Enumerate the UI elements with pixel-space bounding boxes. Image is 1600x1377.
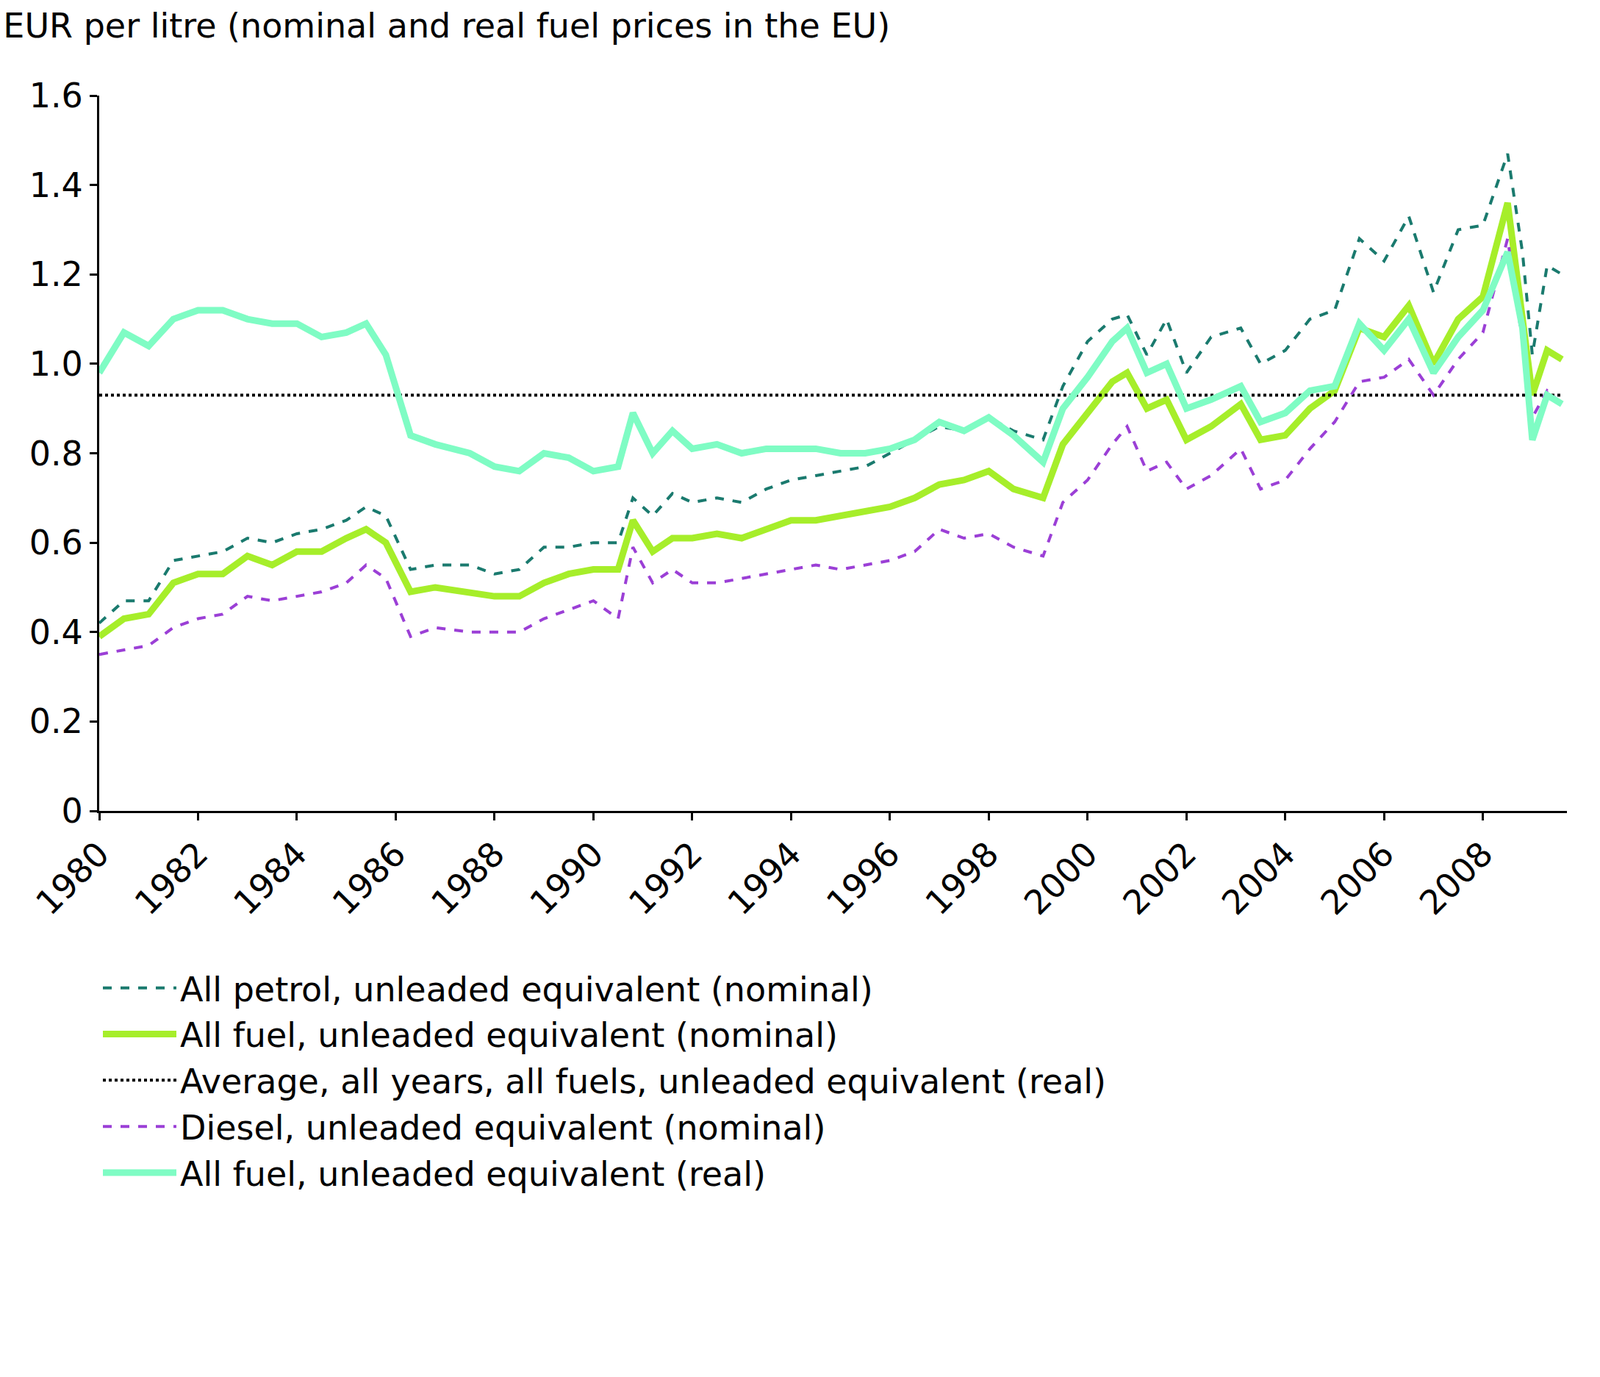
svg-text:0.2: 0.2 (29, 701, 84, 741)
svg-text:1992: 1992 (621, 833, 710, 923)
svg-text:1984: 1984 (225, 833, 315, 923)
svg-text:1.2: 1.2 (29, 254, 84, 294)
svg-text:1982: 1982 (127, 833, 217, 923)
svg-text:2002: 2002 (1114, 833, 1204, 923)
svg-text:All fuel, unleaded equivalent: All fuel, unleaded equivalent (nominal) (180, 1014, 838, 1055)
svg-text:1.4: 1.4 (29, 165, 84, 206)
svg-text:0.6: 0.6 (29, 522, 84, 563)
svg-text:All petrol, unleaded equivalen: All petrol, unleaded equivalent (nominal… (180, 969, 874, 1010)
svg-text:0.8: 0.8 (29, 433, 84, 474)
svg-text:2008: 2008 (1411, 833, 1501, 923)
svg-text:1996: 1996 (818, 833, 908, 923)
svg-text:2000: 2000 (1016, 833, 1106, 923)
svg-text:2004: 2004 (1214, 833, 1304, 923)
svg-text:1988: 1988 (423, 833, 513, 923)
svg-text:EUR per litre (nominal and rea: EUR per litre (nominal and real fuel pri… (2, 5, 891, 46)
svg-text:0: 0 (61, 790, 84, 831)
svg-text:All fuel, unleaded equivalent: All fuel, unleaded equivalent (real) (180, 1153, 766, 1194)
svg-text:1994: 1994 (719, 833, 809, 923)
svg-text:1.0: 1.0 (29, 343, 84, 384)
svg-text:Average, all years, all fuels,: Average, all years, all fuels, unleaded … (180, 1061, 1107, 1101)
svg-text:1980: 1980 (27, 833, 117, 923)
svg-text:1.6: 1.6 (29, 75, 84, 116)
svg-text:1998: 1998 (917, 833, 1007, 923)
svg-text:1990: 1990 (521, 833, 611, 923)
svg-text:1986: 1986 (324, 833, 414, 923)
svg-text:2006: 2006 (1312, 833, 1402, 923)
svg-text:Diesel, unleaded equivalent (n: Diesel, unleaded equivalent (nominal) (180, 1107, 826, 1148)
svg-text:0.4: 0.4 (29, 612, 84, 652)
